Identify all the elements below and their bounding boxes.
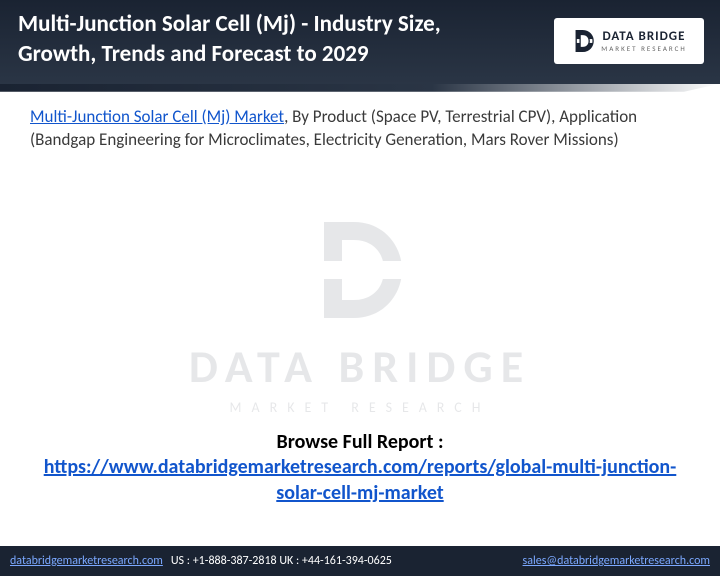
logo-icon <box>571 28 597 54</box>
watermark-sub: MARKET RESEARCH <box>0 399 720 416</box>
browse-url[interactable]: https://www.databridgemarketresearch.com… <box>44 455 677 505</box>
description: Multi-Junction Solar Cell (Mj) Market, B… <box>30 106 690 152</box>
footer-email-link[interactable]: sales@databridgemarketresearch.com <box>523 554 710 568</box>
watermark-icon <box>300 210 420 330</box>
footer-phone: US : +1-888-387-2818 UK : +44-161-394-06… <box>171 554 392 568</box>
browse-label: Browse Full Report : <box>40 430 680 454</box>
body-area: Multi-Junction Solar Cell (Mj) Market, B… <box>0 84 720 152</box>
footer: databridgemarketresearch.com US : +1-888… <box>0 546 720 576</box>
logo-sub: MARKET RESEARCH <box>601 44 686 53</box>
header: Multi-Junction Solar Cell (Mj) - Industr… <box>0 0 720 84</box>
report-link[interactable]: Multi-Junction Solar Cell (Mj) Market <box>30 106 284 127</box>
logo-top: DATA BRIDGE MARKET RESEARCH <box>554 18 704 64</box>
browse-block: Browse Full Report : https://www.databri… <box>0 430 720 506</box>
logo-text: DATA BRIDGE MARKET RESEARCH <box>601 29 686 53</box>
page-title: Multi-Junction Solar Cell (Mj) - Industr… <box>18 10 448 70</box>
watermark: DATA BRIDGE MARKET RESEARCH <box>0 210 720 416</box>
footer-site-link[interactable]: databridgemarketresearch.com <box>10 554 163 568</box>
watermark-main: DATA BRIDGE <box>0 339 720 395</box>
logo-main: DATA BRIDGE <box>601 29 686 44</box>
